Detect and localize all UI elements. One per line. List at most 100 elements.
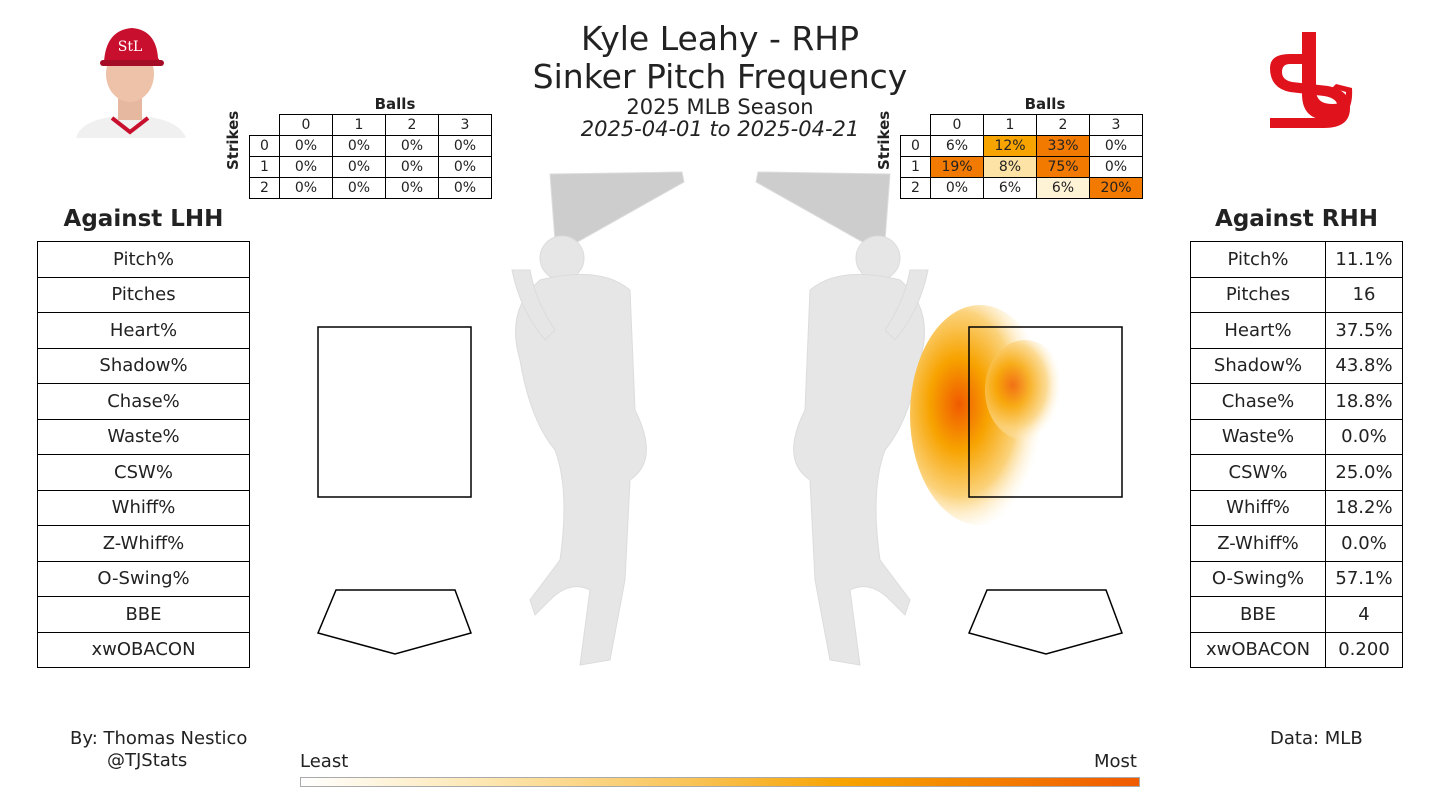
stat-label: Heart%	[1190, 312, 1326, 349]
count-cell: 6%	[930, 135, 984, 157]
ball-header: 2	[1036, 114, 1090, 136]
stat-label: CSW%	[1190, 454, 1326, 491]
strike-header: 0	[900, 135, 931, 157]
count-cell: 0%	[385, 156, 439, 178]
stat-row: Waste% 0.0%	[1190, 418, 1403, 455]
stat-label: Shadow%	[37, 347, 250, 384]
lhh-home-plate	[316, 589, 472, 655]
stat-label: xwOBACON	[1190, 631, 1326, 668]
stat-label: CSW%	[37, 454, 250, 491]
stat-row: BBE 4	[1190, 596, 1403, 633]
stat-row: Z-Whiff% 0.0%	[1190, 525, 1403, 562]
count-cell: 0%	[1089, 156, 1143, 178]
stat-value: 37.5%	[1325, 312, 1403, 349]
lhh-balls-label: Balls	[374, 95, 416, 113]
stat-label: Chase%	[1190, 383, 1326, 420]
color-scale-bar	[300, 777, 1140, 787]
stat-value: 25.0%	[1325, 454, 1403, 491]
stat-label: Chase%	[37, 383, 250, 420]
left-batter-silhouette	[511, 171, 685, 666]
stat-row: Z-Whiff%	[37, 525, 250, 562]
stat-value: 43.8%	[1325, 347, 1403, 384]
stat-row: Whiff% 18.2%	[1190, 489, 1403, 526]
ball-header: 1	[983, 114, 1037, 136]
count-cell: 0%	[279, 156, 333, 178]
rhh-count-grid: 0 1 2 3 0 6% 12% 33% 0% 1 19% 8% 75% 0% …	[900, 114, 1143, 199]
lhh-panel-title: Against LHH	[63, 206, 224, 232]
stat-row: Waste%	[37, 418, 250, 455]
stat-row: Shadow% 43.8%	[1190, 347, 1403, 384]
ball-header: 2	[385, 114, 439, 136]
stat-row: Heart%	[37, 312, 250, 349]
strike-header: 0	[249, 135, 280, 157]
stat-value: 57.1%	[1325, 560, 1403, 597]
stat-row: CSW%	[37, 454, 250, 491]
count-cell: 0%	[279, 135, 333, 157]
stat-label: Pitches	[1190, 276, 1326, 313]
count-cell: 6%	[1036, 177, 1090, 199]
stat-label: Waste%	[37, 418, 250, 455]
stat-row: CSW% 25.0%	[1190, 454, 1403, 491]
stat-label: O-Swing%	[1190, 560, 1326, 597]
stat-row: O-Swing%	[37, 560, 250, 597]
lhh-strikes-label: Strikes	[224, 110, 242, 170]
count-cell: 0%	[332, 135, 386, 157]
stat-row: Pitches	[37, 276, 250, 313]
count-cell: 0%	[385, 135, 439, 157]
count-cell: 8%	[983, 156, 1037, 178]
lhh-count-grid: 0 1 2 3 0 0% 0% 0% 0% 1 0% 0% 0% 0% 2 0%…	[249, 114, 492, 199]
pitch-density-heatmap	[910, 305, 1065, 525]
svg-text:StL: StL	[118, 39, 143, 55]
count-cell: 0%	[332, 177, 386, 199]
stat-row: Heart% 37.5%	[1190, 312, 1403, 349]
stat-label: O-Swing%	[37, 560, 250, 597]
date-range: 2025-04-01 to 2025-04-21	[580, 117, 860, 141]
rhh-stats-table: Pitch% 11.1% Pitches 16 Heart% 37.5% Shadow% 43…	[1190, 241, 1403, 668]
author-credit: By: Thomas Nestico	[70, 728, 248, 749]
stat-row: O-Swing% 57.1%	[1190, 560, 1403, 597]
stat-row: Chase%	[37, 383, 250, 420]
stat-value: 16	[1325, 276, 1403, 313]
stat-value: 11.1%	[1325, 241, 1403, 278]
stat-row: Chase% 18.8%	[1190, 383, 1403, 420]
count-cell: 12%	[983, 135, 1037, 157]
lhh-stats-table: Pitch% Pitches Heart% Shadow% Chase% Waste% CS…	[37, 241, 250, 668]
ball-header: 1	[332, 114, 386, 136]
ball-header: 3	[438, 114, 492, 136]
stat-value: 0.200	[1325, 631, 1403, 668]
season-label: 2025 MLB Season	[626, 95, 814, 119]
stat-value: 18.8%	[1325, 383, 1403, 420]
count-cell: 0%	[385, 177, 439, 199]
strike-header: 1	[249, 156, 280, 178]
count-cell: 19%	[930, 156, 984, 178]
rhh-balls-label: Balls	[1024, 95, 1066, 113]
ball-header: 0	[279, 114, 333, 136]
stat-row: BBE	[37, 596, 250, 633]
stat-label: Z-Whiff%	[37, 525, 250, 562]
player-headshot: StL	[76, 28, 186, 138]
team-logo	[1270, 32, 1353, 128]
stat-label: Shadow%	[1190, 347, 1326, 384]
stat-row: xwOBACON	[37, 631, 250, 668]
ball-header: 0	[930, 114, 984, 136]
count-cell: 0%	[438, 135, 492, 157]
stat-label: Waste%	[1190, 418, 1326, 455]
count-cell: 0%	[1089, 135, 1143, 157]
chart-title: Kyle Leahy - RHP	[580, 19, 860, 58]
stat-label: Pitch%	[1190, 241, 1326, 278]
ball-header: 3	[1089, 114, 1143, 136]
stat-label: Whiff%	[37, 489, 250, 526]
stat-value: 4	[1325, 596, 1403, 633]
stat-label: Pitch%	[37, 241, 250, 278]
rhh-home-plate	[967, 589, 1123, 655]
stat-row: Pitch% 11.1%	[1190, 241, 1403, 278]
pitch-location-plot	[316, 171, 1123, 666]
author-handle: @TJStats	[107, 750, 188, 771]
chart-subtitle: Sinker Pitch Frequency	[532, 57, 908, 96]
stat-row: xwOBACON 0.200	[1190, 631, 1403, 668]
stat-label: Pitches	[37, 276, 250, 313]
rhh-panel-title: Against RHH	[1215, 206, 1378, 232]
stat-label: BBE	[1190, 596, 1326, 633]
count-cell: 0%	[438, 177, 492, 199]
count-cell: 6%	[983, 177, 1037, 199]
